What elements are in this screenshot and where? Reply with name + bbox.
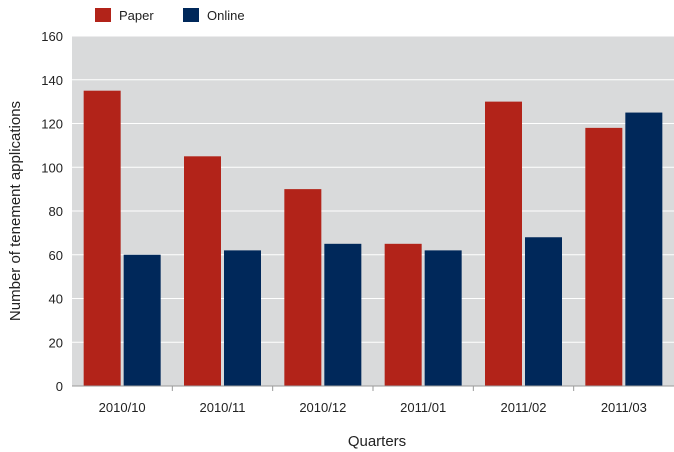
- y-tick-label: 0: [56, 379, 63, 394]
- y-tick-label: 160: [41, 29, 63, 44]
- y-tick-label: 40: [49, 292, 63, 307]
- x-axis-title: Quarters: [348, 433, 406, 450]
- bars: [83, 90, 663, 386]
- legend-swatch-online: [183, 8, 199, 22]
- y-tick-label: 100: [41, 160, 63, 175]
- bar-paper-2011-02: [485, 101, 522, 386]
- bar-online-2011-02: [525, 237, 562, 386]
- bar-paper-2010-11: [184, 156, 221, 386]
- bar-online-2010-10: [123, 254, 161, 386]
- x-tick-label: 2010/10: [99, 400, 146, 415]
- x-tick-label: 2011/02: [500, 400, 546, 415]
- bar-paper-2011-01: [384, 243, 422, 386]
- y-tick-label: 80: [49, 204, 63, 219]
- bar-paper-2010-12: [284, 189, 322, 386]
- y-axis-title: Number of tenement applications: [7, 101, 24, 321]
- x-tick-label: 2011/03: [601, 400, 647, 415]
- bar-online-2011-01: [424, 250, 462, 386]
- bar-online-2010-12: [324, 243, 362, 386]
- x-tick-label: 2010/11: [199, 400, 245, 415]
- gridlines: [72, 35, 674, 343]
- y-tick-label: 20: [49, 335, 63, 350]
- bar-online-2011-03: [625, 112, 663, 386]
- y-tick-label: 60: [49, 248, 63, 263]
- x-tick-label: 2010/12: [299, 400, 346, 415]
- legend: Paper Online: [95, 8, 245, 23]
- legend-label-paper: Paper: [119, 8, 154, 23]
- y-tick-label: 120: [41, 117, 63, 132]
- bar-online-2010-11: [224, 250, 261, 386]
- legend-label-online: Online: [207, 8, 245, 23]
- axes: 0 20 40 60 80 100 120 140 160 2010/10 2010/11 2010/…: [41, 29, 674, 415]
- bar-paper-2010-10: [83, 90, 121, 386]
- bar-paper-2011-03: [585, 127, 623, 386]
- y-tick-label: 140: [41, 73, 63, 88]
- legend-swatch-paper: [95, 8, 111, 22]
- x-tick-label: 2011/01: [400, 400, 446, 415]
